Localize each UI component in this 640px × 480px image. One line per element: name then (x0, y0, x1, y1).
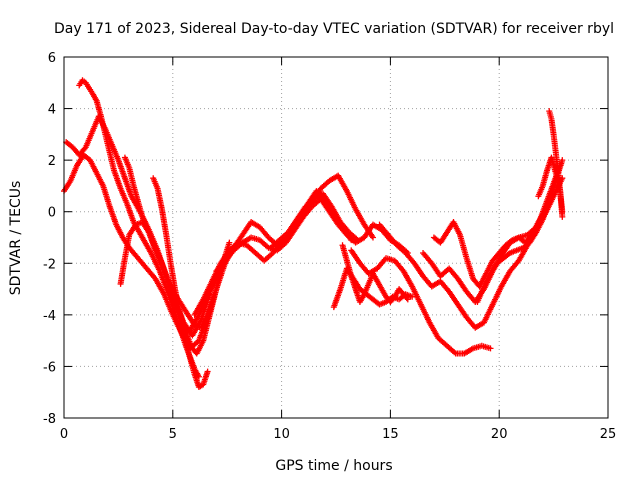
y-tick-label: -4 (43, 309, 56, 324)
y-axis-label: SDTVAR / TECUs (8, 181, 24, 296)
series-sat-n (430, 208, 548, 290)
x-tick-label: 0 (60, 427, 68, 442)
plot-frame (63, 56, 609, 419)
ticks: 0 5 10 15 20 25 -8 -6 -4 -2 0 2 4 6 (43, 51, 616, 442)
y-tick-label: 6 (48, 51, 56, 66)
data-point (487, 345, 494, 352)
series-sat-l (376, 162, 564, 331)
data-layer (61, 77, 566, 391)
x-tick-label: 25 (600, 427, 617, 442)
data-point (354, 237, 361, 244)
series-sat-k (348, 247, 494, 357)
x-tick-label: 15 (382, 427, 399, 442)
x-tick-label: 5 (169, 427, 177, 442)
data-point (559, 213, 566, 220)
series-sat-s (267, 190, 361, 251)
y-tick-label: -6 (43, 360, 56, 375)
x-axis-label: GPS time / hours (275, 458, 392, 474)
data-point (226, 239, 233, 246)
x-tick-label: 10 (273, 427, 290, 442)
series-sat-q (535, 154, 566, 220)
y-tick-label: 2 (48, 154, 56, 169)
series-sat-r (330, 265, 416, 311)
data-point (559, 175, 566, 182)
y-tick-label: -2 (43, 257, 56, 272)
chart-title: Day 171 of 2023, Sidereal Day-to-day VTE… (54, 21, 614, 37)
y-tick-label: -8 (43, 412, 56, 427)
grid (64, 57, 608, 418)
series-sat-j (339, 242, 411, 305)
y-tick-label: 0 (48, 206, 56, 221)
series-sat-o (474, 157, 566, 305)
data-point (559, 157, 566, 164)
data-point (204, 368, 211, 375)
y-tick-label: 4 (48, 103, 56, 118)
data-point (81, 145, 88, 152)
data-point (409, 293, 416, 300)
x-tick-label: 20 (491, 427, 508, 442)
data-point (369, 234, 376, 241)
